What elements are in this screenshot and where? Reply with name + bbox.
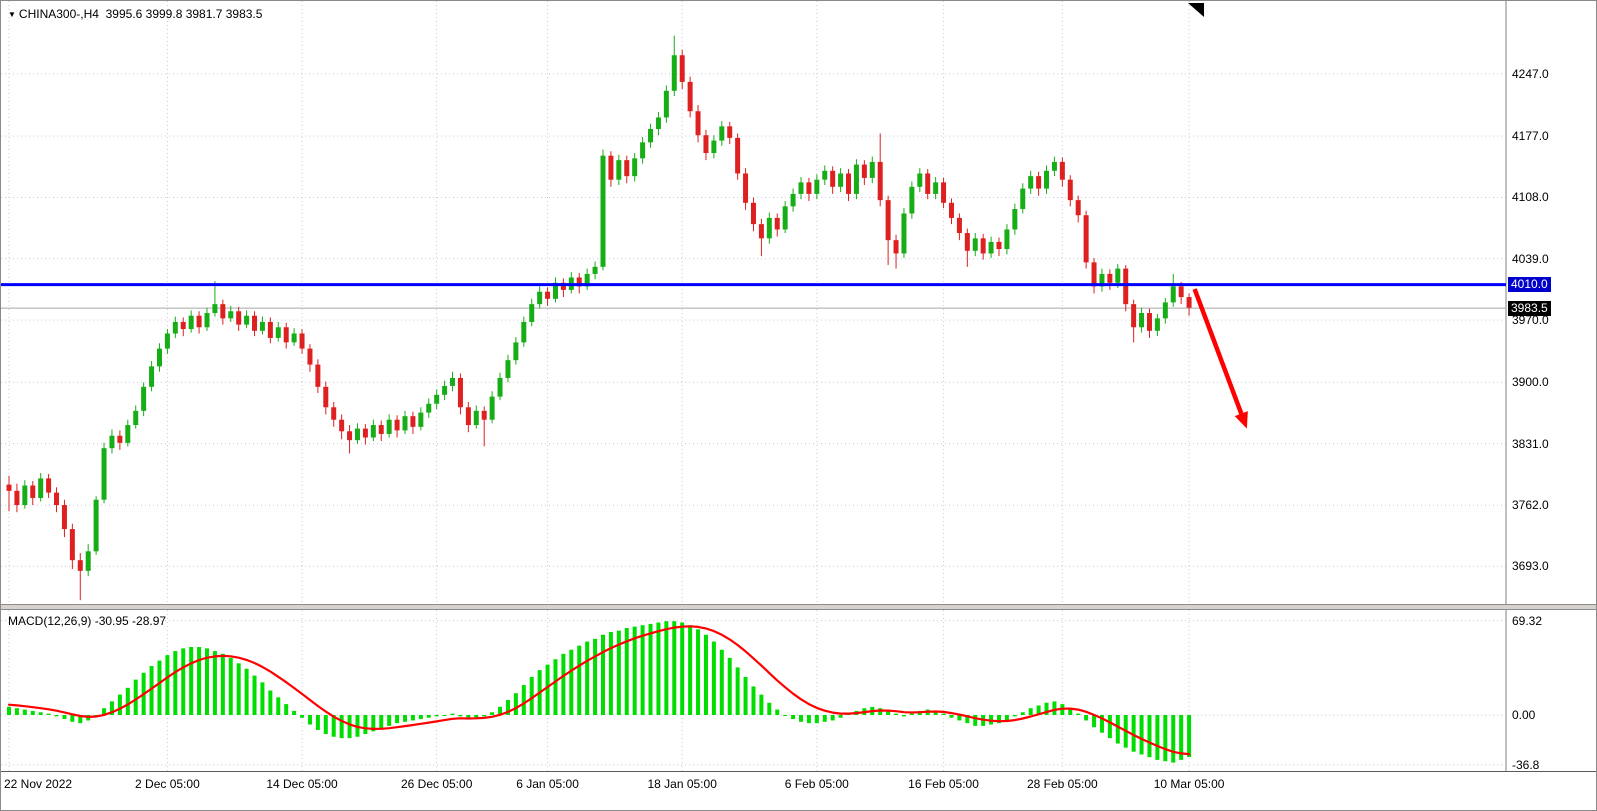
price-axis-label: 3970.0 (1512, 313, 1549, 328)
price-axis-label: 4039.0 (1512, 251, 1549, 266)
price-axis-label: 4177.0 (1512, 129, 1549, 144)
macd-axis-label: 69.32 (1512, 613, 1543, 628)
trend-arrow[interactable] (1192, 288, 1248, 429)
candlesticks (6, 35, 1192, 601)
price-chart-canvas[interactable] (1, 1, 1597, 604)
time-axis-label: 22 Nov 2022 (4, 777, 73, 791)
time-axis-label: 6 Jan 05:00 (516, 777, 579, 791)
time-axis[interactable]: 22 Nov 2022 2 Dec 05:00 14 Dec 05:00 26 Dec… (1, 771, 1596, 810)
symbol-label: CHINA300-,H4 (18, 7, 99, 21)
time-axis-label: 18 Jan 05:00 (647, 777, 717, 791)
price-axis-label: 4247.0 (1512, 66, 1549, 81)
macd-signal-line (7, 625, 1191, 756)
macd-axis-label: -36.8 (1512, 758, 1540, 773)
symbol-dropdown-icon[interactable]: ▼ (8, 10, 16, 19)
price-chart-panel: ▼ CHINA300-,H4 3995.6 3999.8 3981.7 3983.… (1, 1, 1597, 604)
macd-canvas[interactable] (1, 610, 1597, 771)
last-price-badge: 3983.5 (1508, 300, 1551, 316)
price-axis-label: 3693.0 (1512, 559, 1549, 574)
chart-shift-marker[interactable] (1188, 3, 1204, 17)
price-axis-label: 3762.0 (1512, 498, 1549, 513)
price-axis-label: 3900.0 (1512, 375, 1549, 390)
ohlc-values: 3995.6 3999.8 3981.7 3983.5 (105, 7, 263, 21)
price-grid (1, 1, 1506, 604)
time-axis-label: 10 Mar 05:00 (1153, 777, 1225, 791)
hline-price-badge: 4010.0 (1508, 277, 1551, 293)
symbol-info: ▼ CHINA300-,H4 3995.6 3999.8 3981.7 3983.… (8, 7, 262, 21)
price-axis-label: 4108.0 (1512, 190, 1549, 205)
macd-histogram (7, 621, 1192, 763)
time-axis-label: 6 Feb 05:00 (784, 777, 849, 791)
macd-axis-label: 0.00 (1512, 708, 1536, 722)
time-axis-label: 26 Dec 05:00 (400, 777, 473, 791)
time-axis-label: 16 Feb 05:00 (908, 777, 979, 791)
time-axis-label: 28 Feb 05:00 (1026, 777, 1098, 791)
panel-splitter[interactable] (1, 604, 1596, 610)
macd-indicator-panel: MACD(12,26,9) -30.95 -28.97 69.32 0.00 -36… (1, 610, 1597, 773)
time-axis-label: 14 Dec 05:00 (266, 777, 338, 791)
time-axis-label: 2 Dec 05:00 (135, 777, 200, 791)
macd-indicator-label: MACD(12,26,9) -30.95 -28.97 (8, 614, 167, 628)
price-axis-label: 3831.0 (1512, 436, 1549, 451)
